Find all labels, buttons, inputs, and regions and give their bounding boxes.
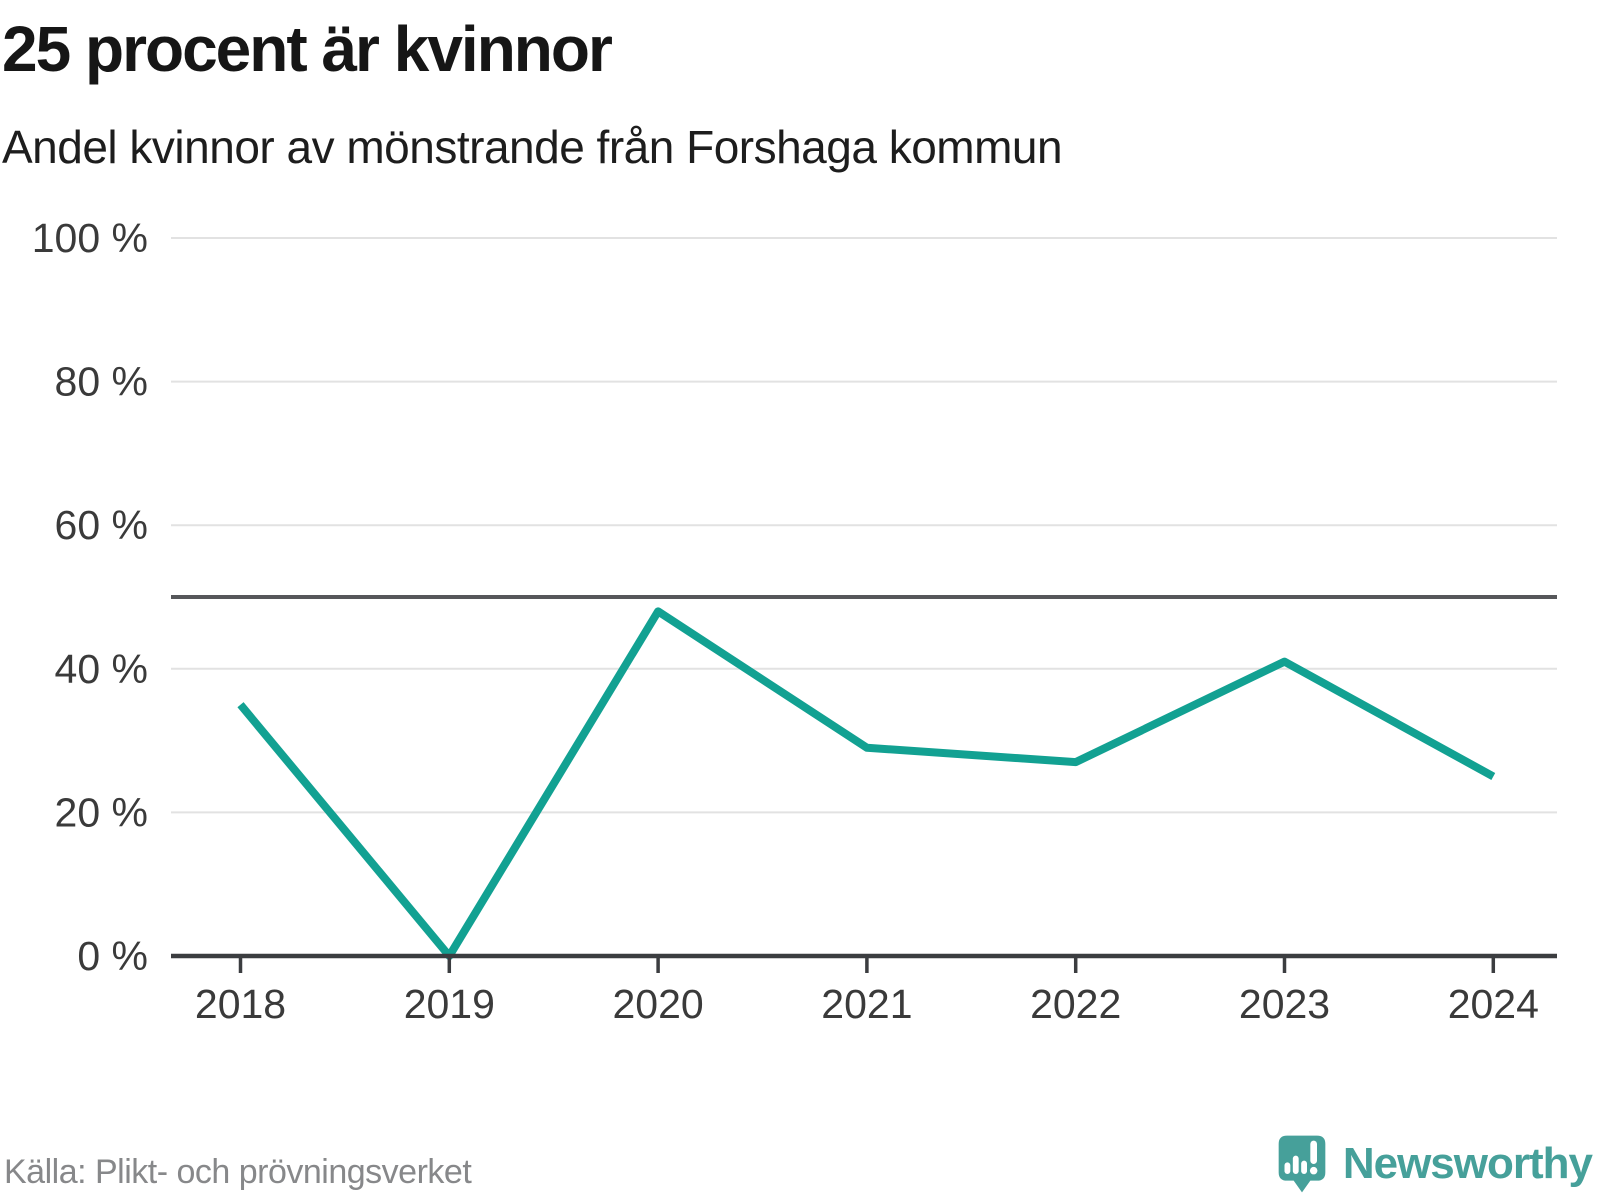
y-axis-tick-label: 20 % (55, 789, 148, 835)
chart-subtitle: Andel kvinnor av mönstrande från Forshag… (2, 121, 1063, 173)
x-axis-tick-label: 2018 (195, 981, 286, 1027)
x-axis-tick-label: 2024 (1448, 981, 1539, 1027)
newsworthy-logo: Newsworthy (1277, 1134, 1593, 1194)
x-axis-tick-label: 2023 (1239, 981, 1330, 1027)
data-line (237, 607, 1496, 960)
x-axis-tick-label: 2020 (612, 981, 703, 1027)
newsworthy-speech-bubble-chart-icon (1277, 1134, 1327, 1194)
x-axis-tick-label: 2021 (821, 981, 912, 1027)
y-axis-tick-label: 80 % (55, 359, 148, 405)
y-axis-tick-label: 100 % (32, 215, 148, 261)
y-axis-tick-label: 60 % (55, 502, 148, 548)
newsworthy-wordmark: Newsworthy (1342, 1139, 1593, 1188)
source-note: Källa: Plikt- och prövningsverket (4, 1153, 472, 1191)
x-axis-tick-label: 2022 (1030, 981, 1121, 1027)
y-axis-tick-label: 40 % (55, 646, 148, 692)
page-title: 25 procent är kvinnor (2, 13, 613, 85)
y-axis-tick-label: 0 % (77, 933, 148, 979)
x-axis-tick-label: 2019 (404, 981, 495, 1027)
